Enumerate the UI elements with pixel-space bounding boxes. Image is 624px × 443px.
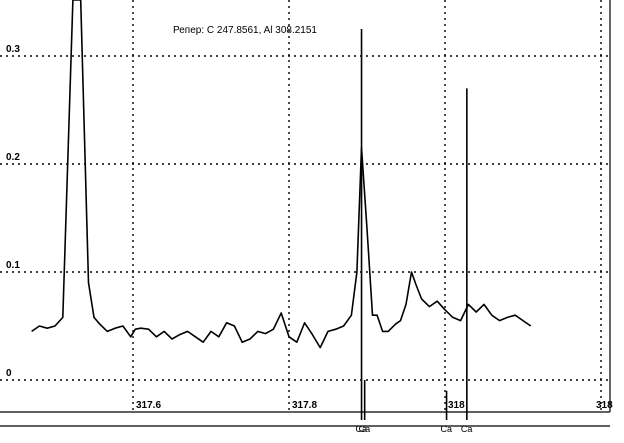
x-tick-label: 318 [596,400,613,411]
y-tick-label: 0 [6,368,12,379]
y-tick-label: 0.2 [6,152,20,163]
element-label: Ca [441,424,453,434]
x-tick-label: 317.8 [292,400,317,411]
y-tick-labels: 0.3 0.2 0.1 0 [6,44,20,379]
element-label: Ca [461,424,473,434]
grid [0,0,610,412]
chart-title: Репер: C 247.8561, Al 308.2151 [173,25,317,36]
x-tick-label: 318 [448,400,465,411]
y-tick-label: 0.1 [6,260,20,271]
x-tick-label: 317.6 [136,400,161,411]
element-label: Ca [359,424,371,434]
y-tick-label: 0.3 [6,44,20,55]
element-label: Ca [356,424,368,434]
x-tick-labels: 317.6 317.8 318 318 [136,400,613,411]
spectrum-trace [31,0,532,349]
